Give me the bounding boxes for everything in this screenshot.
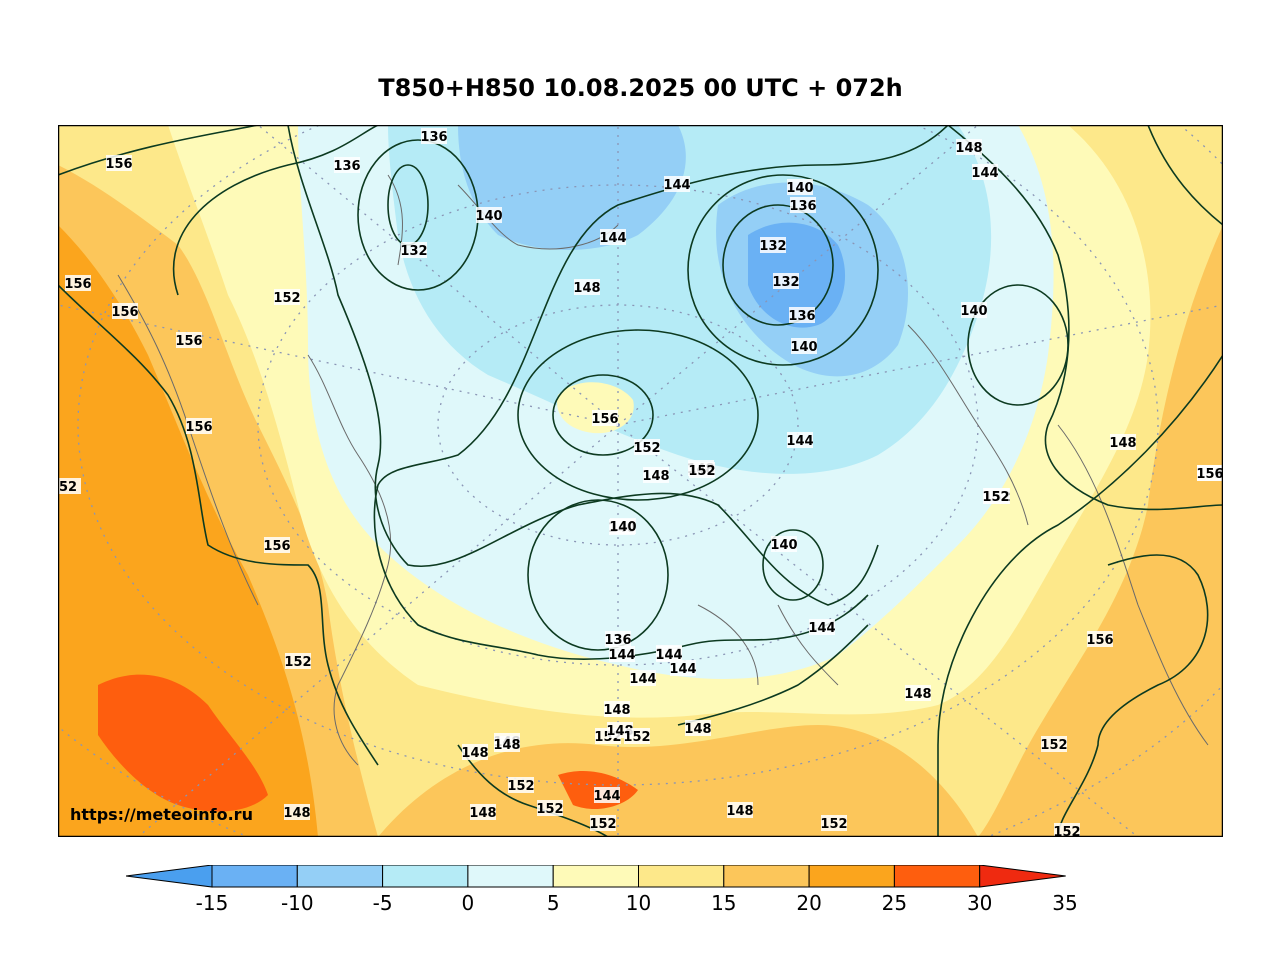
contour-label: 144 — [655, 648, 682, 663]
contour-label: 152 — [507, 779, 534, 794]
colorbar-tick-label: 25 — [881, 891, 908, 915]
contour-label: 144 — [629, 672, 656, 687]
temperature-field-0 — [458, 125, 686, 250]
height-contours — [58, 125, 1223, 837]
map-title: T850+H850 10.08.2025 00 UTC + 072h — [378, 74, 903, 102]
temperature-field-25-south — [378, 725, 978, 837]
contour-label: 144 — [669, 662, 696, 677]
contour-label: 148 — [642, 469, 669, 484]
colorbar-extend-high — [979, 864, 1066, 888]
colorbar-tick-label: 10 — [625, 891, 652, 915]
colorbar-tick-label: 5 — [546, 891, 560, 915]
contour-label: 152 — [633, 441, 660, 456]
contour-label: 156 — [1196, 467, 1223, 482]
colorbar-segment — [552, 864, 640, 888]
contour-label: 140 — [770, 538, 797, 553]
colorbar — [125, 864, 1156, 925]
contour-label: 152 — [820, 817, 847, 832]
contour-label: 156 — [263, 539, 290, 554]
contour-label: 152 — [688, 464, 715, 479]
colorbar-tick-label: -10 — [280, 891, 314, 915]
contour-label: 156 — [185, 420, 212, 435]
colorbar-extend-low — [125, 864, 213, 888]
contour-label: 132 — [759, 239, 786, 254]
colorbar-tick-label: 0 — [461, 891, 475, 915]
weather-map: 136 136 132 140 144 144 140 136 132 132 136 140 148 1… — [58, 125, 1223, 837]
contour-label: 156 — [105, 157, 132, 172]
contour-label: 136 — [420, 130, 447, 145]
contour-label: 136 — [333, 159, 360, 174]
contour-label: 156 — [1086, 633, 1113, 648]
colorbar-tick-label: -15 — [195, 891, 229, 915]
colorbar-segment — [808, 864, 895, 888]
contour-label: 148 — [603, 703, 630, 718]
contour-label: 152 — [536, 802, 563, 817]
contour-label: 148 — [955, 141, 982, 156]
colorbar-tick-label: 15 — [711, 891, 737, 915]
colorbar-segment — [382, 864, 469, 888]
contour-label: 148 — [283, 806, 310, 821]
contour-label: 148 — [1109, 436, 1136, 451]
colorbar-tick-label: -5 — [372, 891, 393, 915]
contour-label: 148 — [726, 804, 753, 819]
contour-label: 144 — [608, 648, 635, 663]
colorbar-segment — [467, 864, 554, 888]
colorbar-segment — [893, 864, 981, 888]
contour-label: 132 — [772, 275, 799, 290]
contour-label: 152 — [589, 817, 616, 832]
contour-label: 144 — [971, 166, 998, 181]
contour-label: 148 — [469, 806, 496, 821]
contour-label: 148 — [461, 746, 488, 761]
contour-label: 144 — [663, 178, 690, 193]
contour-label: 144 — [599, 231, 626, 246]
contour-label: 156 — [64, 277, 91, 292]
temperature-field-35 — [98, 674, 268, 812]
contour-label: 140 — [475, 209, 502, 224]
contour-label: 148 — [573, 281, 600, 296]
colorbar-tick-label: 30 — [966, 891, 993, 915]
colorbar-segment — [296, 864, 384, 888]
watermark-link[interactable]: https://meteoinfo.ru — [70, 805, 253, 824]
contour-label: 152 — [982, 490, 1009, 505]
contour-label: 144 — [593, 789, 620, 804]
contour-label: 156 — [591, 412, 618, 427]
contour-labels: 1361361321401441441401361321321361401481… — [58, 128, 1223, 837]
contour-label: 52 — [59, 480, 77, 495]
contour-label: 148 — [684, 722, 711, 737]
contour-label: 148 — [493, 738, 520, 753]
contour-label: 136 — [788, 309, 815, 324]
contour-label: 152 — [1040, 738, 1067, 753]
contour-label: 144 — [786, 434, 813, 449]
contour-label: 136 — [604, 633, 631, 648]
contour-label: 152 — [273, 291, 300, 306]
contour-label: 156 — [111, 305, 138, 320]
colorbar-segment — [638, 864, 725, 888]
contour-label: 156 — [175, 334, 202, 349]
contour-label: 132 — [400, 244, 427, 259]
colorbar-segment — [211, 864, 298, 888]
contour-label: 136 — [789, 199, 816, 214]
contour-label: 152 — [1053, 825, 1080, 837]
contour-label: 148 — [904, 687, 931, 702]
colorbar-segment — [723, 864, 810, 888]
contour-label: 152 — [284, 655, 311, 670]
contour-label: 152 — [623, 730, 650, 745]
contour-label: 140 — [790, 340, 817, 355]
contour-label: 140 — [786, 181, 813, 196]
colorbar-tick-label: 35 — [1052, 891, 1078, 915]
colorbar-tick-label: 20 — [796, 891, 822, 915]
contour-label: 144 — [808, 621, 835, 636]
contour-label: 140 — [609, 520, 636, 535]
contour-label: 140 — [960, 304, 987, 319]
